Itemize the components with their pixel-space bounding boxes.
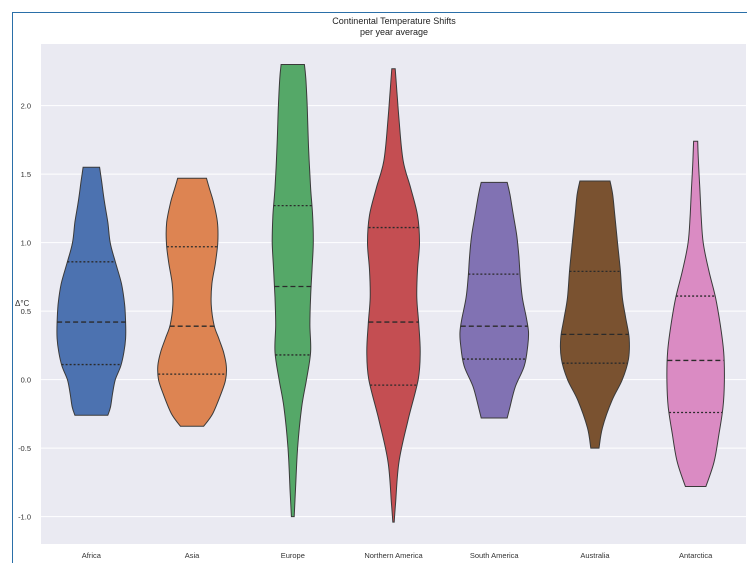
- y-tick-label: -0.5: [18, 444, 31, 453]
- violin-australia: [559, 180, 630, 449]
- violin-northern-america: [366, 68, 421, 523]
- x-axis-ticks: Africa Asia Europe Northern America South Am…: [82, 551, 713, 560]
- violin-series: [56, 64, 725, 523]
- x-tick-label: South America: [470, 551, 520, 560]
- y-tick-label: 2.0: [21, 102, 31, 111]
- y-tick-label: 0.5: [21, 307, 31, 316]
- chart-subtitle: per year average: [360, 27, 428, 37]
- violin-asia: [157, 177, 227, 427]
- x-tick-label: Europe: [281, 551, 305, 560]
- x-tick-label: Antarctica: [679, 551, 713, 560]
- x-tick-label: Africa: [82, 551, 102, 560]
- y-axis-ticks: -1.0 -0.5 0.0 0.5 1.0 1.5 2.0: [18, 102, 31, 522]
- chart-frame: -1.0 -0.5 0.0 0.5 1.0 1.5 2.0 Africa Asia Europe…: [12, 12, 747, 563]
- y-tick-label: -1.0: [18, 513, 31, 522]
- violin-chart: -1.0 -0.5 0.0 0.5 1.0 1.5 2.0 Africa Asia Europe…: [15, 16, 746, 560]
- violin-antarctica: [666, 140, 725, 487]
- y-tick-label: 1.0: [21, 239, 31, 248]
- chart-title: Continental Temperature Shifts: [332, 16, 456, 26]
- y-axis-label: Δ°C: [15, 299, 30, 308]
- violin-africa: [56, 166, 127, 416]
- y-tick-label: 0.0: [21, 376, 31, 385]
- x-tick-label: Northern America: [364, 551, 423, 560]
- y-tick-label: 1.5: [21, 170, 31, 179]
- violin-europe: [271, 64, 314, 518]
- x-tick-label: Asia: [185, 551, 200, 560]
- x-tick-label: Australia: [580, 551, 610, 560]
